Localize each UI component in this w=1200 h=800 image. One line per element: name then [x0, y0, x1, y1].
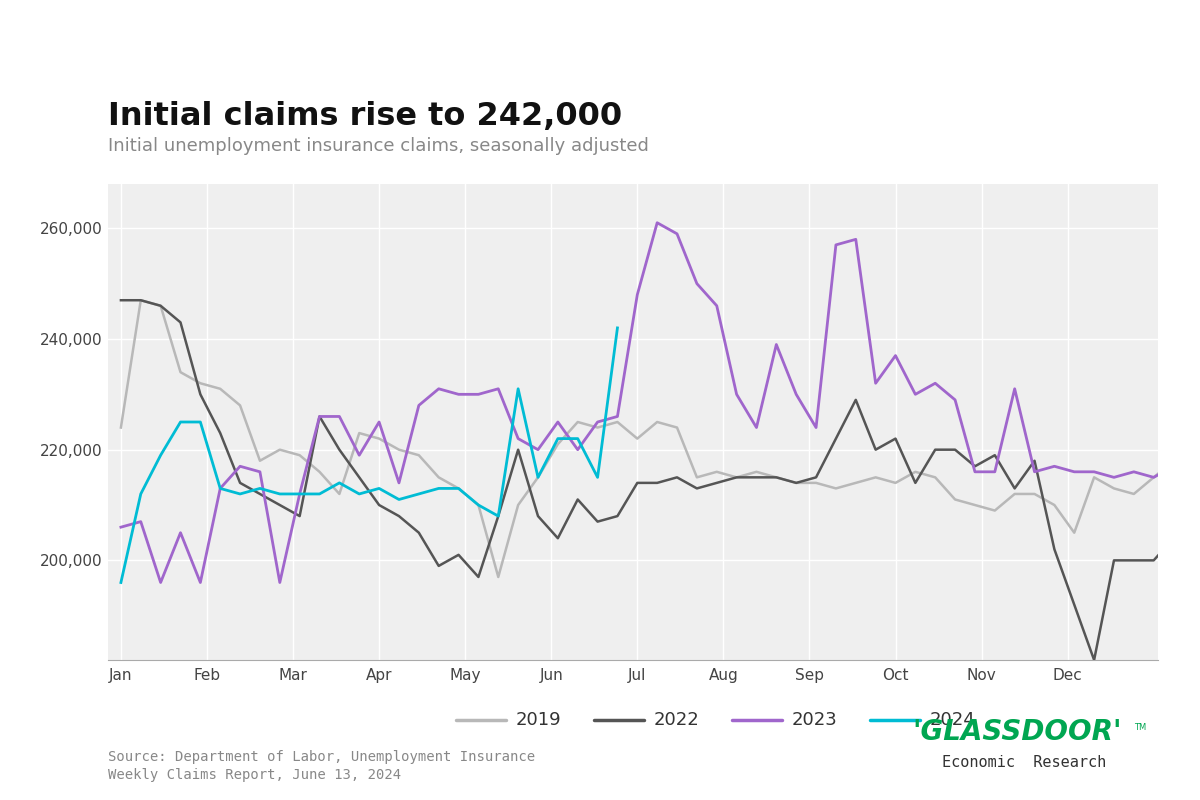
Text: TM: TM — [1134, 723, 1146, 732]
Text: 2024: 2024 — [930, 711, 976, 729]
Text: Source: Department of Labor, Unemployment Insurance: Source: Department of Labor, Unemploymen… — [108, 750, 535, 764]
Text: Initial unemployment insurance claims, seasonally adjusted: Initial unemployment insurance claims, s… — [108, 137, 649, 155]
Text: Economic  Research: Economic Research — [942, 754, 1106, 770]
Text: Initial claims rise to 242,000: Initial claims rise to 242,000 — [108, 101, 622, 132]
Text: 2023: 2023 — [792, 711, 838, 729]
Text: Weekly Claims Report, June 13, 2024: Weekly Claims Report, June 13, 2024 — [108, 768, 401, 782]
Text: 'GLASSDOOR': 'GLASSDOOR' — [912, 718, 1122, 746]
Text: 2019: 2019 — [516, 711, 562, 729]
Text: 2022: 2022 — [654, 711, 700, 729]
